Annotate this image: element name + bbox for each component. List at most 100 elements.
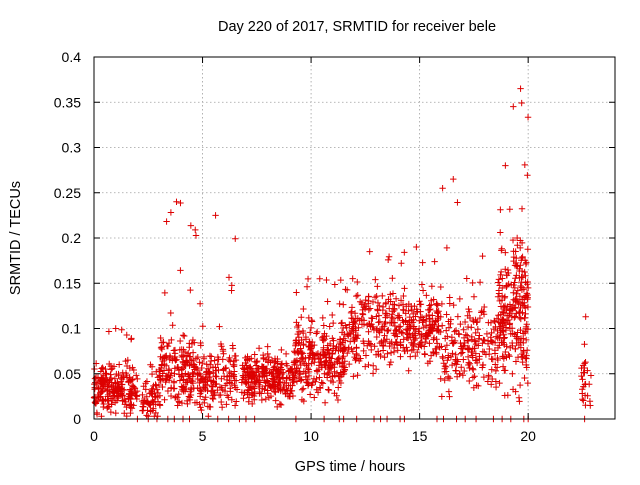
- data-point: [233, 398, 240, 405]
- data-point: [320, 322, 327, 329]
- data-point: [369, 298, 377, 306]
- data-point: [178, 352, 186, 359]
- data-point: [267, 359, 274, 366]
- data-point: [495, 287, 503, 294]
- data-point: [517, 344, 525, 351]
- data-point: [489, 375, 496, 383]
- data-point: [101, 385, 109, 393]
- y-tick-label: 0.15: [54, 275, 81, 291]
- data-point: [584, 392, 591, 399]
- data-point: [191, 364, 199, 371]
- data-point: [392, 295, 400, 302]
- data-point: [307, 324, 315, 332]
- data-point: [346, 321, 353, 328]
- data-point: [283, 375, 290, 382]
- data-point: [203, 361, 210, 368]
- data-point: [510, 248, 517, 255]
- data-point: [248, 378, 256, 386]
- data-point: [129, 376, 137, 383]
- data-point: [108, 366, 115, 373]
- data-point: [430, 349, 437, 357]
- data-point: [491, 317, 498, 324]
- data-point: [238, 389, 246, 396]
- data-point: [398, 260, 405, 267]
- data-point: [521, 314, 529, 322]
- data-point: [469, 365, 476, 372]
- data-point: [316, 384, 324, 391]
- data-point: [119, 369, 126, 376]
- data-point: [152, 409, 159, 417]
- data-point: [506, 353, 513, 360]
- data-point: [211, 357, 218, 364]
- data-point: [271, 355, 279, 362]
- data-point: [374, 306, 381, 313]
- data-point: [300, 305, 307, 313]
- data-point: [165, 377, 173, 384]
- data-point: [445, 324, 453, 331]
- data-point: [156, 368, 164, 375]
- data-point: [385, 253, 393, 260]
- data-point: [97, 368, 105, 375]
- data-point: [503, 282, 511, 289]
- data-point: [350, 373, 357, 380]
- data-point: [369, 323, 376, 331]
- data-point: [133, 393, 141, 400]
- data-point: [479, 340, 486, 347]
- data-point: [197, 404, 204, 411]
- data-point: [372, 276, 379, 283]
- data-points: [90, 85, 595, 423]
- data-point: [438, 393, 445, 400]
- data-point: [518, 353, 525, 361]
- data-point: [446, 300, 453, 307]
- data-point: [331, 364, 338, 371]
- data-point: [447, 320, 454, 328]
- data-point: [298, 376, 305, 383]
- data-point: [340, 353, 347, 360]
- data-point: [503, 312, 511, 319]
- data-point: [500, 339, 507, 346]
- data-point: [295, 334, 303, 341]
- data-point: [500, 322, 508, 330]
- data-point: [522, 354, 529, 362]
- data-point: [382, 300, 389, 308]
- data-point: [348, 326, 355, 334]
- data-point: [111, 392, 118, 399]
- data-point: [443, 311, 450, 318]
- data-point: [391, 301, 398, 308]
- data-point: [499, 275, 506, 282]
- data-point: [279, 386, 286, 393]
- data-point: [342, 286, 349, 293]
- data-point: [511, 314, 518, 321]
- data-point: [160, 339, 167, 346]
- data-point: [259, 385, 266, 392]
- data-point: [449, 350, 456, 357]
- data-point: [405, 367, 412, 374]
- data-point: [473, 319, 480, 326]
- data-point: [409, 346, 417, 354]
- data-point: [186, 353, 193, 360]
- data-point: [496, 282, 503, 289]
- data-point: [262, 365, 270, 373]
- data-point: [509, 302, 517, 309]
- data-point: [448, 361, 456, 369]
- data-point: [488, 355, 495, 363]
- data-point: [264, 390, 271, 397]
- data-point: [330, 342, 337, 350]
- data-point: [218, 343, 225, 350]
- data-point: [506, 320, 514, 327]
- data-point: [439, 185, 446, 192]
- data-point: [389, 275, 396, 282]
- x-tick-label: 20: [520, 428, 536, 444]
- data-point: [416, 301, 424, 308]
- data-point: [466, 377, 473, 385]
- data-point: [337, 379, 345, 387]
- data-point: [187, 384, 195, 392]
- data-point: [410, 316, 417, 323]
- data-point: [472, 350, 480, 357]
- data-point: [461, 318, 469, 326]
- data-point: [458, 364, 465, 371]
- data-point: [261, 370, 269, 377]
- data-point: [143, 393, 150, 400]
- data-point: [339, 359, 346, 366]
- x-tick-label: 0: [90, 428, 98, 444]
